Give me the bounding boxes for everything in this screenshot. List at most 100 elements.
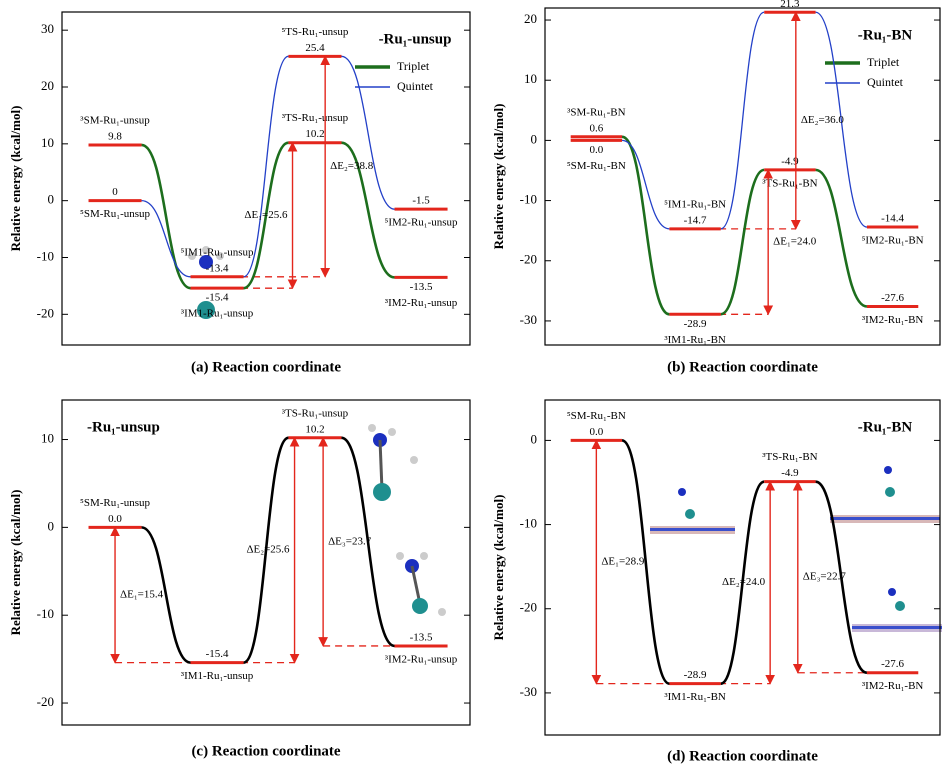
state-label: ³SM-Ru₁-BN — [567, 106, 626, 118]
y-tick-label: -10 — [520, 516, 537, 531]
y-tick-label: 0 — [48, 518, 55, 533]
state-label: ³IM1-Ru₁-BN — [664, 691, 726, 703]
y-tick-label: 10 — [524, 71, 537, 86]
energy-annotation: ΔE₃=23.7 — [328, 535, 372, 547]
y-tick-label: -20 — [520, 252, 537, 267]
panel: -30 -20 -10 0 10 20 Relative energy (kcal/mol)… — [491, 0, 940, 375]
y-tick-label: 30 — [41, 21, 54, 36]
state-label: ⁵SM-Ru₁-BN — [567, 410, 626, 422]
state-label: ⁵IM2-Ru₁-BN — [862, 235, 924, 247]
legend-label: Triplet — [397, 59, 430, 73]
value-label: -4.9 — [781, 467, 799, 479]
energy-annotation: ΔE₁=24.0 — [773, 236, 817, 248]
molecule-surface-d — [650, 466, 942, 632]
connector — [341, 56, 394, 209]
y-tick-label: 20 — [41, 78, 54, 93]
y-tick-label: -30 — [520, 684, 537, 699]
value-label: 10.2 — [305, 423, 324, 435]
energy-annotation: ΔE₁=25.6 — [244, 209, 288, 221]
value-label: 0.0 — [589, 426, 603, 438]
value-label: -15.4 — [206, 292, 229, 304]
value-label: 10.2 — [305, 128, 324, 140]
y-tick-label: -10 — [520, 192, 537, 207]
connector — [622, 140, 669, 228]
state-label: ⁵IM1-Ru₁-unsup — [181, 246, 255, 258]
y-tick-label: 10 — [41, 431, 54, 446]
state-label: ³IM2-Ru₁-BN — [862, 314, 924, 326]
state-label: ³TS-Ru₁-unsup — [282, 407, 349, 419]
state-label: ⁵IM2-Ru₁-unsup — [385, 217, 459, 229]
state-label: ⁵SM-Ru₁-unsup — [80, 208, 151, 220]
state-label: ⁵SM-Ru₁-unsup — [80, 497, 151, 509]
state-label: ⁵IM1-Ru₁-BN — [664, 198, 726, 210]
y-tick-label: 10 — [41, 135, 54, 150]
value-label: -13.5 — [410, 281, 433, 293]
y-tick-label: 20 — [524, 11, 537, 26]
state-label: ³TS-Ru₁-BN — [762, 177, 817, 189]
energy-annotation: ΔE₁=15.4 — [120, 589, 164, 601]
energy-annotation: ΔE₂=36.0 — [801, 114, 845, 126]
energy-annotation: ΔE₂=24.0 — [722, 576, 766, 588]
x-axis-label: (c) Reaction coordinate — [191, 743, 340, 759]
value-label: 21.3 — [780, 0, 800, 10]
value-label: -14.4 — [881, 213, 904, 225]
y-tick-label: -10 — [37, 606, 54, 621]
state-label: ³IM1-Ru₁-BN — [664, 334, 726, 346]
state-label: ³IM2-Ru₁-unsup — [385, 653, 458, 665]
value-label: -13.4 — [206, 262, 229, 274]
chart-title: -Ru₁-BN — [858, 419, 913, 435]
y-tick-label: -20 — [37, 305, 54, 320]
value-label: -15.4 — [206, 648, 229, 660]
value-label: -13.5 — [410, 631, 433, 643]
state-label: ³IM2-Ru₁-BN — [862, 680, 924, 692]
energy-annotation: ΔE₂=25.6 — [246, 544, 290, 556]
connector — [244, 56, 289, 276]
value-label: -28.9 — [684, 669, 707, 681]
panel: -30 -20 -10 0 Relative energy (kcal/mol) (d) … — [491, 400, 940, 764]
x-axis-label: (b) Reaction coordinate — [667, 359, 818, 375]
value-label: 9.8 — [108, 131, 122, 143]
molecule-im2-c — [396, 552, 446, 616]
x-axis-label: (a) Reaction coordinate — [191, 359, 341, 375]
state-label: ³IM1-Ru₁-unsup — [181, 308, 254, 320]
value-label: -28.9 — [684, 318, 707, 330]
x-axis-label: (d) Reaction coordinate — [667, 748, 818, 764]
y-axis-label: Relative energy (kcal/mol) — [491, 104, 506, 250]
y-tick-label: 0 — [531, 431, 538, 446]
value-label: -27.6 — [881, 292, 904, 304]
state-label: ³SM-Ru₁-unsup — [80, 115, 150, 127]
connector — [721, 12, 764, 229]
y-tick-label: 0 — [531, 131, 538, 146]
legend-label: Quintet — [397, 79, 434, 93]
value-label: 0 — [112, 186, 118, 198]
figure: -20 -10 0 10 20 30 Relative energy (kcal/mol) (… — [0, 0, 947, 766]
state-label: ⁵SM-Ru₁-BN — [567, 160, 626, 172]
y-tick-label: -20 — [520, 600, 537, 615]
y-tick-label: -10 — [37, 248, 54, 263]
energy-annotation: ΔE₂=38.8 — [330, 160, 374, 172]
y-axis-label: Relative energy (kcal/mol) — [8, 490, 23, 636]
value-label: -14.7 — [684, 214, 707, 226]
y-axis-label: Relative energy (kcal/mol) — [491, 495, 506, 641]
connector — [721, 170, 764, 314]
y-tick-label: -20 — [37, 694, 54, 709]
energy-annotation: ΔE₃=22.7 — [803, 571, 847, 583]
energy-annotation: ΔE₁=28.9 — [601, 556, 645, 568]
connector — [816, 170, 867, 307]
chart-title: -Ru₁-unsup — [379, 31, 452, 47]
state-label: ³TS-Ru₁-BN — [762, 451, 817, 463]
state-label: ⁵TS-Ru₁-unsup — [281, 26, 348, 38]
state-label: ³IM2-Ru₁-unsup — [385, 297, 458, 309]
value-label: 25.4 — [305, 42, 325, 54]
chart-title: -Ru₁-unsup — [87, 419, 160, 435]
value-label: 0.0 — [108, 513, 122, 525]
value-label: 0.0 — [589, 144, 603, 156]
legend-label: Quintet — [867, 75, 904, 89]
chart-title: -Ru₁-BN — [858, 27, 913, 43]
molecule-ts-c — [368, 424, 418, 501]
state-label: ³IM1-Ru₁-unsup — [181, 670, 254, 682]
panel: -20 -10 0 10 20 30 Relative energy (kcal/mol) (… — [8, 12, 470, 375]
y-tick-label: -30 — [520, 312, 537, 327]
value-label: -27.6 — [881, 658, 904, 670]
y-axis-label: Relative energy (kcal/mol) — [8, 106, 23, 252]
